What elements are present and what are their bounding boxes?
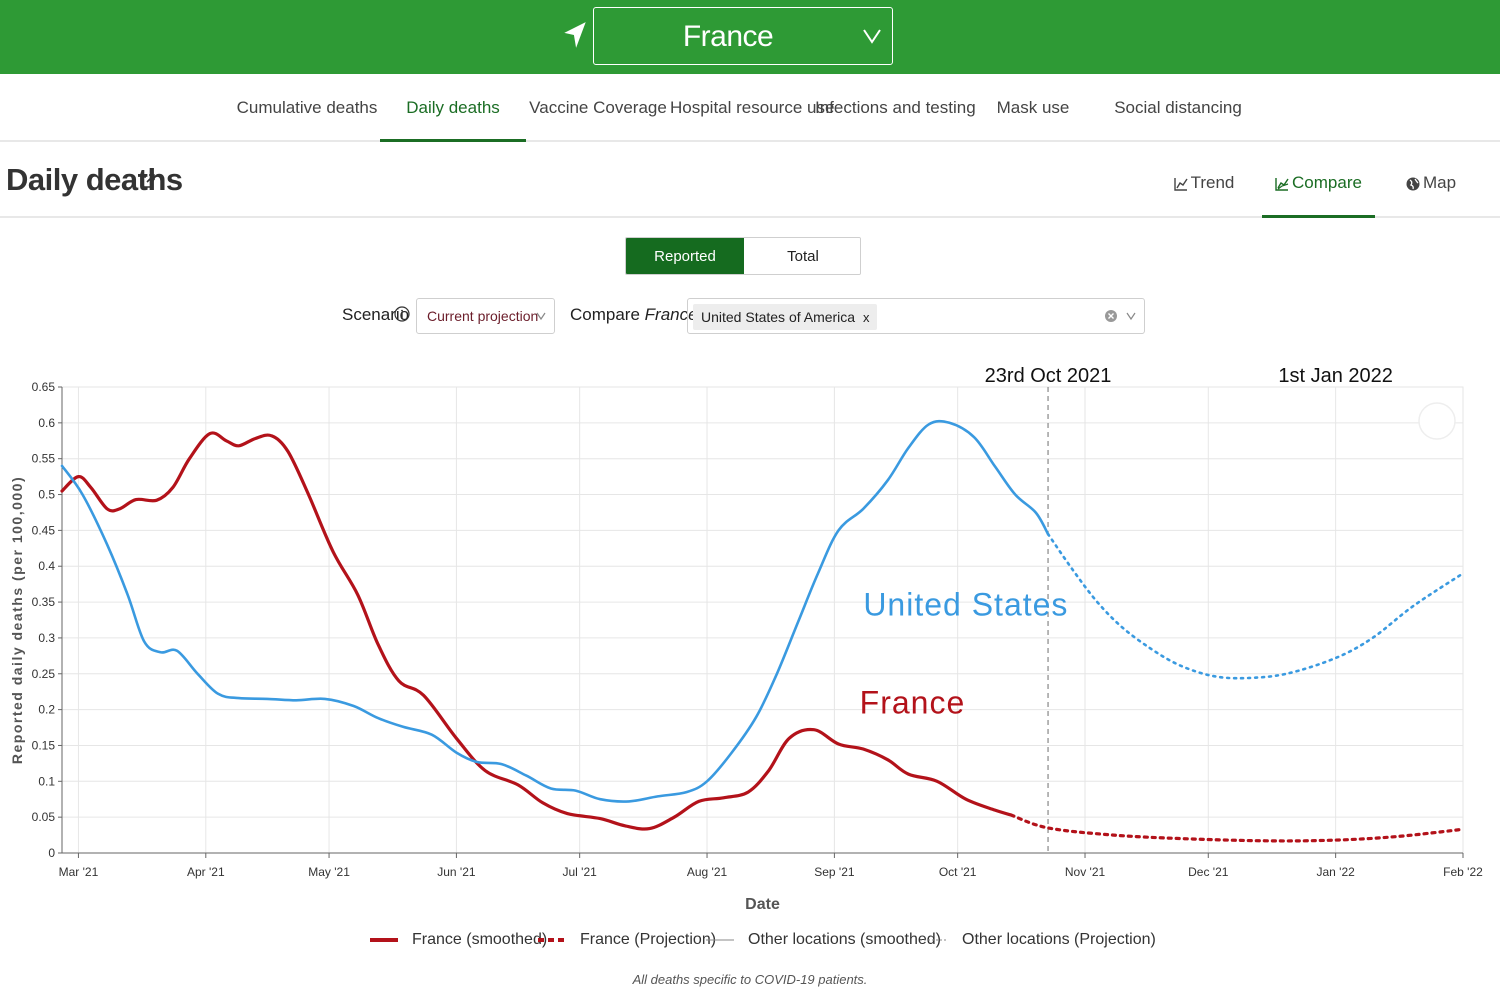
y-tick-label: 0.3 [38, 631, 55, 645]
x-tick-label: Jan '22 [1316, 865, 1355, 879]
zoom-reset-button [1418, 402, 1456, 440]
view-tab-label: Trend [1190, 173, 1235, 192]
y-tick-label: 0.4 [38, 559, 55, 573]
y-tick-label: 0.6 [38, 416, 55, 430]
annotation-label: 23rd Oct 2021 [985, 365, 1112, 387]
x-tick-label: Dec '21 [1188, 865, 1229, 879]
y-tick-label: 0 [48, 846, 55, 860]
tab-label: Mask use [996, 98, 1070, 117]
y-tick-label: 0.45 [32, 523, 56, 537]
x-tick-label: Sep '21 [814, 865, 855, 879]
tab-label: Hospital resource use [670, 98, 835, 117]
legend-swatch [370, 938, 398, 942]
x-tick-label: May '21 [308, 865, 350, 879]
tab-vaccine-coverage[interactable]: Vaccine Coverage [525, 74, 671, 142]
legend-label: Other locations (smoothed) [748, 931, 941, 948]
x-tick-label: Jul '21 [563, 865, 598, 879]
x-axis-title: Date [745, 896, 780, 913]
france-projection-line [1009, 813, 1465, 843]
x-tick-label: Mar '21 [59, 865, 99, 879]
y-tick-label: 0.2 [38, 703, 55, 717]
view-tabs: Trend Compare Map [0, 142, 1500, 218]
view-tab-label: Map [1422, 173, 1457, 192]
tab-mask-use[interactable]: Mask use [960, 74, 1106, 142]
tab-social-distancing[interactable]: Social distancing [1105, 74, 1251, 142]
view-tab-label: Compare [1292, 173, 1362, 192]
tab-infections-testing[interactable]: Infections and testing [815, 74, 976, 142]
chip-label: United States of America [701, 309, 856, 325]
daily-deaths-chart: 0 0.05 0.1 0.15 0.2 0.25 0.3 0.35 0.4 0.45 0.5 0.55… [0, 340, 1500, 940]
legend-swatch [538, 938, 566, 942]
view-tab-trend[interactable]: Trend [1160, 142, 1248, 218]
series-label: United States [863, 587, 1068, 623]
france-smoothed-line [60, 431, 1013, 831]
chevron-down-icon [863, 29, 881, 44]
x-tick-label: Oct '21 [939, 865, 977, 879]
total-button[interactable]: Total [744, 238, 860, 274]
legend-swatch [706, 939, 734, 941]
united-states-projection-line [1046, 532, 1465, 680]
footnote: All deaths specific to COVID-19 patients… [632, 972, 868, 987]
location-header: France [0, 0, 1500, 74]
y-tick-label: 0.15 [32, 738, 56, 752]
line-chart-icon [1173, 178, 1188, 191]
y-tick-label: 0.25 [32, 667, 56, 681]
series-label: France [860, 685, 966, 721]
tab-label: Infections and testing [815, 98, 976, 117]
chart-legend: France (smoothed) France (Projection) Ot… [0, 928, 1500, 954]
clear-icon[interactable] [1104, 309, 1118, 323]
x-tick-label: Nov '21 [1065, 865, 1106, 879]
reported-button[interactable]: Reported [626, 238, 744, 274]
tab-label: Daily deaths [406, 98, 500, 117]
scenario-select[interactable]: Current projection [416, 298, 555, 334]
globe-icon [1406, 177, 1420, 191]
united-states-smoothed-line [60, 419, 1050, 803]
compare-prefix: Compare [570, 305, 640, 324]
scenario-label: Scenario [342, 305, 410, 324]
metric-tabs: Cumulative deaths Daily deaths Vaccine C… [0, 74, 1500, 142]
page-title: Daily deaths [6, 162, 183, 197]
y-tick-label: 0.65 [32, 380, 56, 394]
y-axis-title: Reported daily deaths (per 100,000) [9, 476, 25, 764]
y-tick-label: 0.35 [32, 595, 56, 609]
tab-hospital-resource-use[interactable]: Hospital resource use [670, 74, 834, 142]
scenario-value: Current projection [427, 308, 539, 324]
compare-chart-icon [1275, 178, 1289, 191]
y-tick-label: 0.5 [38, 488, 55, 502]
x-tick-label: Feb '22 [1443, 865, 1483, 879]
x-tick-label: Aug '21 [687, 865, 728, 879]
chevron-down-icon [536, 312, 546, 321]
legend-label: France (smoothed) [412, 931, 548, 948]
y-tick-label: 0.1 [38, 774, 55, 788]
tab-cumulative-deaths[interactable]: Cumulative deaths [234, 74, 380, 142]
plot-area [61, 386, 1464, 854]
info-icon[interactable] [394, 306, 410, 322]
annotation-label: 1st Jan 2022 [1278, 365, 1393, 387]
legend-swatch [920, 939, 948, 941]
chart-svg: 0 0.05 0.1 0.15 0.2 0.25 0.3 0.35 0.4 0.45 0.5 0.55… [9, 365, 1483, 913]
external-link-icon[interactable] [140, 173, 156, 189]
chip-remove-button[interactable]: x [862, 310, 870, 325]
location-select[interactable]: France [593, 7, 893, 65]
legend-label: Other locations (Projection) [962, 931, 1156, 948]
location-value: France [682, 20, 774, 53]
legend-label: France (Projection) [580, 931, 717, 948]
tab-daily-deaths[interactable]: Daily deaths [380, 74, 526, 142]
reported-total-toggle: Reported Total [625, 237, 861, 275]
view-tab-map[interactable]: Map [1395, 142, 1467, 218]
location-arrow-icon[interactable] [562, 20, 588, 50]
tab-label: Social distancing [1114, 98, 1242, 117]
view-tab-compare[interactable]: Compare [1262, 142, 1375, 218]
tab-label: Vaccine Coverage [529, 98, 667, 117]
location-chip: United States of America x [693, 304, 878, 330]
y-tick-label: 0.05 [32, 810, 56, 824]
chevron-down-icon [1126, 312, 1136, 321]
y-tick-label: 0.55 [32, 452, 56, 466]
x-tick-label: Jun '21 [437, 865, 476, 879]
compare-location: France [644, 305, 698, 324]
x-tick-label: Apr '21 [187, 865, 225, 879]
tab-label: Cumulative deaths [236, 98, 378, 117]
compare-location-select[interactable]: United States of America x [687, 298, 1145, 334]
